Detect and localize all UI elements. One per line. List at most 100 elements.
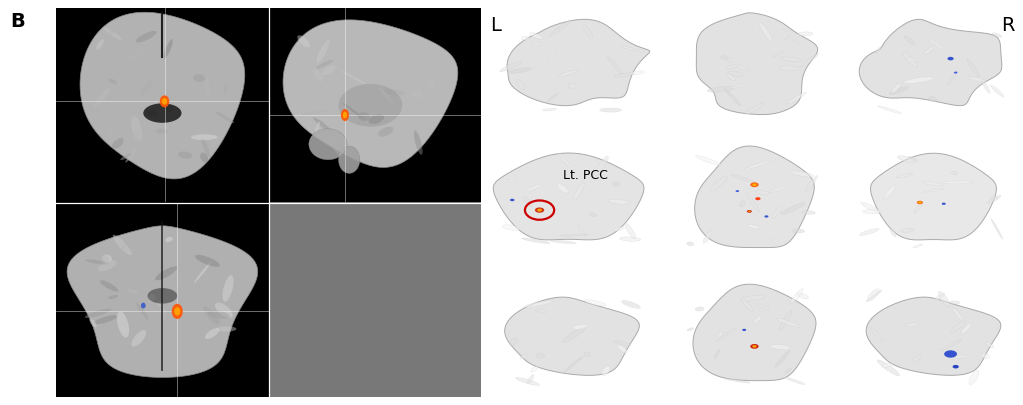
Ellipse shape — [953, 72, 958, 74]
Polygon shape — [866, 297, 1000, 375]
Ellipse shape — [730, 175, 754, 182]
Ellipse shape — [774, 350, 790, 368]
Ellipse shape — [385, 89, 405, 95]
Ellipse shape — [913, 244, 923, 248]
Ellipse shape — [94, 87, 110, 107]
Ellipse shape — [798, 293, 808, 299]
Ellipse shape — [160, 96, 169, 107]
Ellipse shape — [785, 368, 792, 373]
Ellipse shape — [981, 353, 989, 359]
Ellipse shape — [987, 195, 1002, 203]
Ellipse shape — [561, 234, 588, 236]
Ellipse shape — [427, 80, 435, 89]
Ellipse shape — [339, 146, 360, 173]
Ellipse shape — [132, 130, 141, 143]
Ellipse shape — [549, 20, 571, 36]
Ellipse shape — [343, 112, 347, 118]
Text: R: R — [1002, 16, 1015, 35]
Ellipse shape — [522, 36, 529, 40]
Ellipse shape — [949, 301, 960, 304]
Ellipse shape — [201, 137, 211, 158]
Ellipse shape — [875, 47, 881, 53]
Ellipse shape — [526, 184, 542, 192]
Ellipse shape — [686, 242, 694, 246]
Ellipse shape — [193, 74, 205, 82]
Ellipse shape — [103, 27, 122, 40]
Ellipse shape — [866, 290, 882, 302]
Ellipse shape — [903, 54, 918, 67]
Ellipse shape — [377, 69, 390, 78]
Ellipse shape — [203, 306, 220, 325]
Ellipse shape — [148, 294, 155, 301]
Ellipse shape — [860, 202, 880, 212]
Ellipse shape — [781, 57, 803, 62]
Ellipse shape — [746, 193, 759, 212]
Ellipse shape — [98, 260, 117, 271]
Ellipse shape — [619, 237, 640, 241]
Ellipse shape — [859, 228, 879, 235]
Ellipse shape — [727, 71, 744, 77]
Ellipse shape — [590, 213, 596, 217]
Ellipse shape — [724, 88, 741, 106]
Ellipse shape — [620, 46, 639, 51]
Ellipse shape — [771, 239, 782, 246]
Ellipse shape — [695, 307, 704, 311]
Ellipse shape — [574, 183, 584, 200]
Ellipse shape — [535, 309, 546, 312]
Ellipse shape — [985, 342, 993, 348]
Ellipse shape — [925, 36, 946, 51]
Ellipse shape — [89, 319, 96, 327]
Ellipse shape — [147, 288, 177, 304]
Ellipse shape — [968, 77, 986, 82]
Ellipse shape — [967, 59, 980, 77]
Ellipse shape — [878, 106, 901, 113]
Ellipse shape — [801, 53, 818, 67]
Ellipse shape — [522, 238, 550, 243]
Ellipse shape — [499, 61, 523, 72]
Ellipse shape — [752, 345, 757, 348]
Ellipse shape — [208, 311, 230, 319]
Ellipse shape — [369, 83, 375, 87]
Ellipse shape — [224, 83, 227, 95]
Ellipse shape — [950, 321, 966, 333]
Ellipse shape — [621, 301, 640, 308]
Ellipse shape — [919, 202, 922, 203]
Polygon shape — [859, 19, 1002, 106]
Ellipse shape — [891, 83, 900, 93]
Ellipse shape — [990, 85, 1004, 97]
Text: L: L — [490, 16, 501, 35]
Ellipse shape — [316, 60, 333, 69]
Ellipse shape — [102, 255, 112, 262]
Ellipse shape — [908, 156, 917, 161]
Polygon shape — [283, 20, 458, 167]
Ellipse shape — [911, 356, 921, 362]
Ellipse shape — [209, 131, 226, 150]
Ellipse shape — [753, 315, 761, 324]
Ellipse shape — [882, 363, 892, 367]
Ellipse shape — [779, 66, 800, 70]
Ellipse shape — [537, 209, 542, 211]
Ellipse shape — [524, 301, 552, 307]
Ellipse shape — [717, 327, 737, 341]
Ellipse shape — [923, 181, 943, 186]
Ellipse shape — [343, 103, 364, 119]
Ellipse shape — [748, 225, 760, 228]
Text: B: B — [10, 12, 25, 31]
Ellipse shape — [889, 87, 909, 95]
Ellipse shape — [107, 295, 119, 299]
Polygon shape — [507, 19, 650, 106]
Ellipse shape — [729, 61, 748, 70]
Text: Lt. PCC: Lt. PCC — [564, 169, 609, 182]
Ellipse shape — [687, 328, 694, 331]
Ellipse shape — [726, 65, 739, 68]
Ellipse shape — [992, 33, 1002, 37]
Ellipse shape — [947, 57, 953, 60]
Ellipse shape — [788, 92, 806, 104]
Ellipse shape — [121, 153, 132, 160]
Ellipse shape — [557, 183, 569, 193]
Ellipse shape — [903, 52, 909, 58]
Ellipse shape — [108, 79, 117, 84]
Ellipse shape — [798, 32, 813, 36]
Polygon shape — [80, 12, 244, 179]
Polygon shape — [695, 146, 814, 247]
